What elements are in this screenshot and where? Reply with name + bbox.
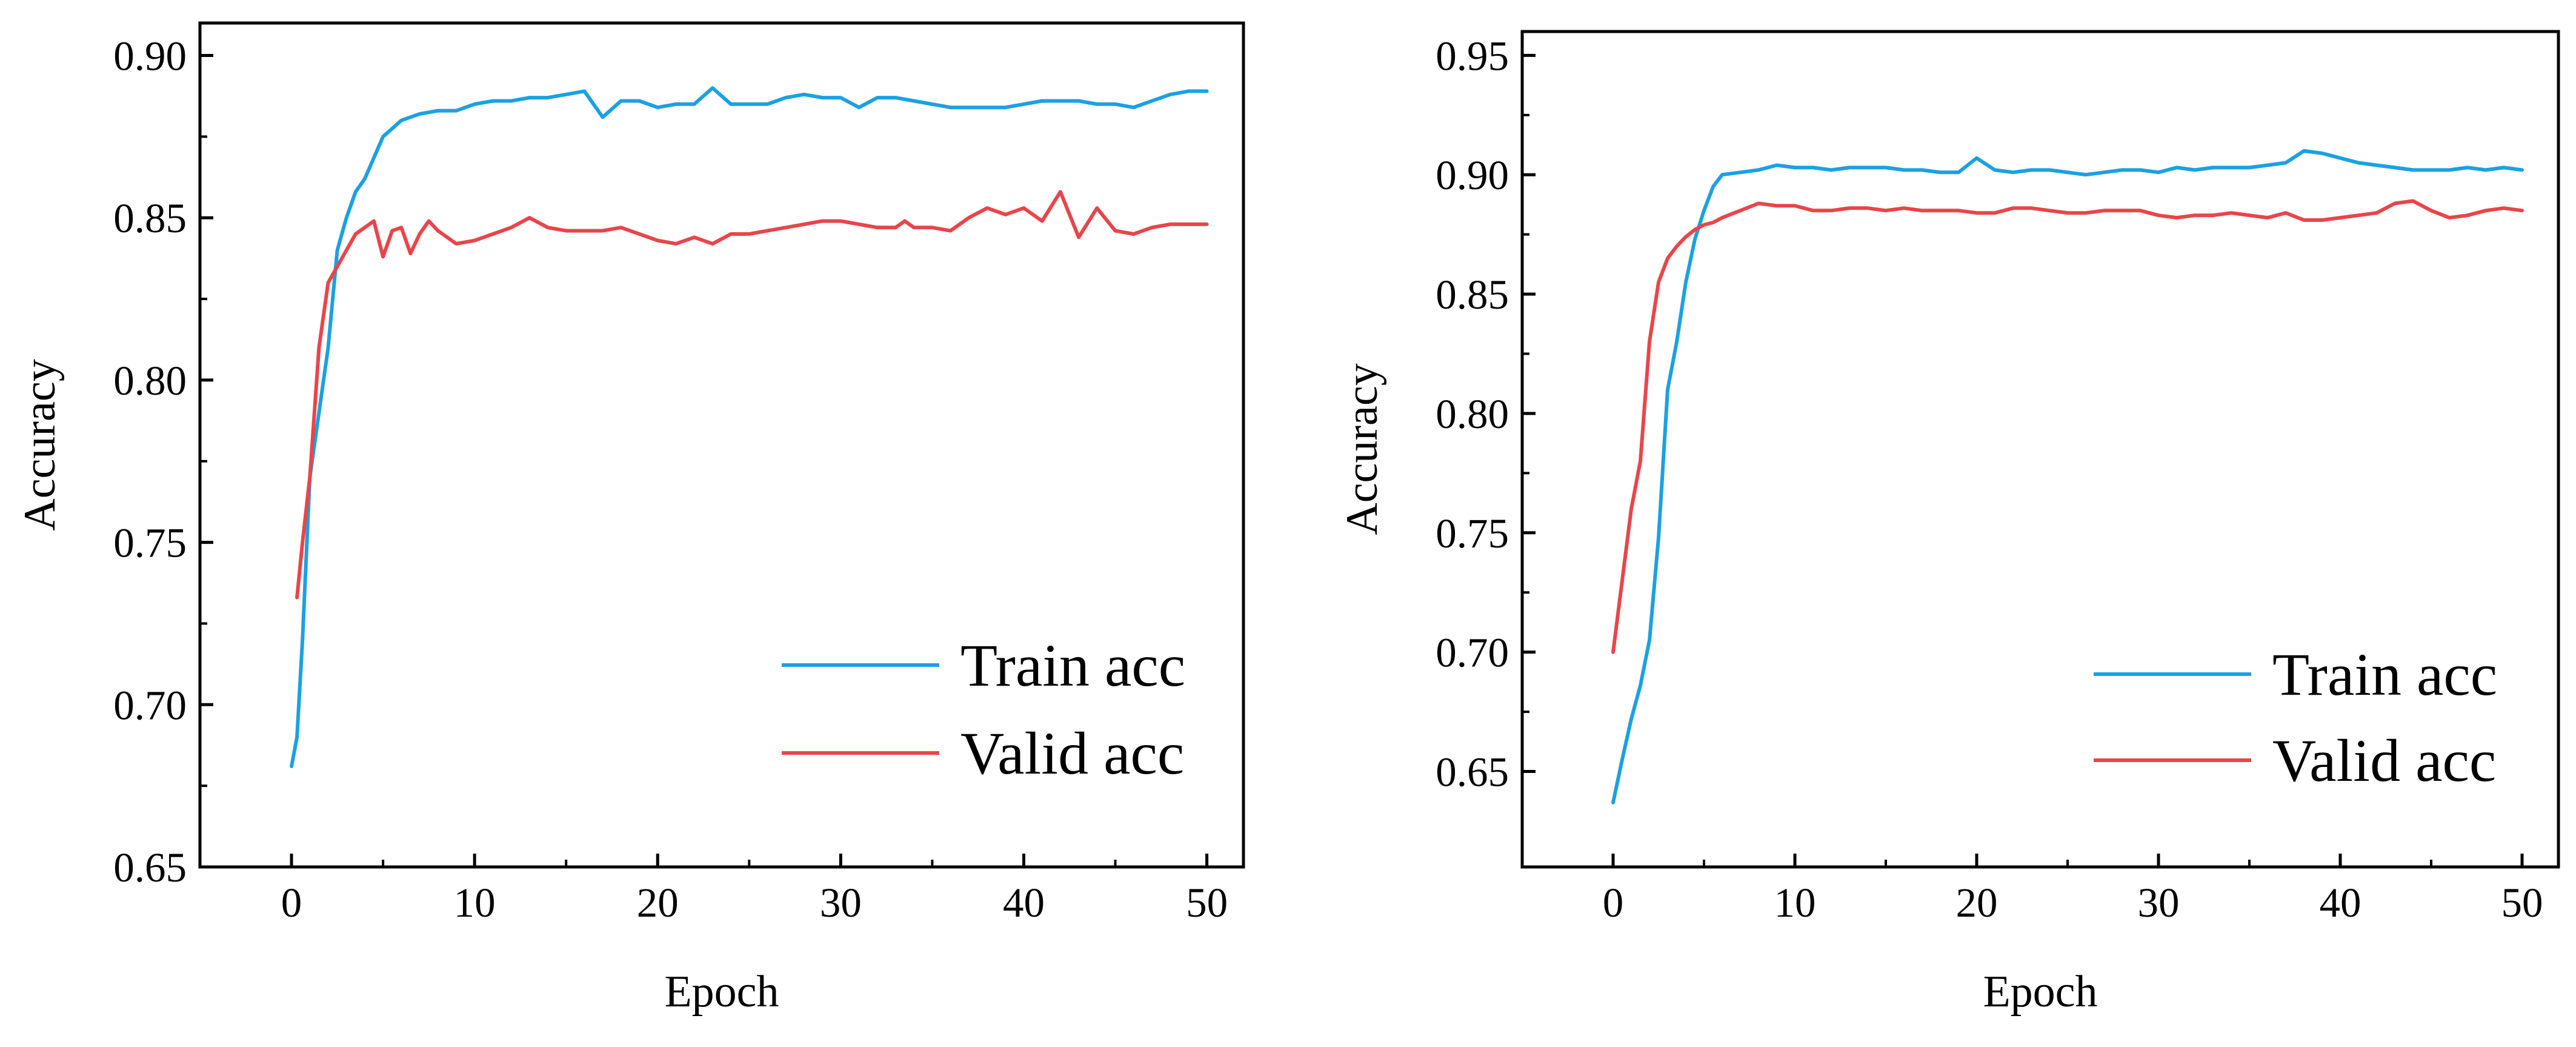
legend: Train acc Valid acc <box>782 632 1185 787</box>
y-tick-label: 0.95 <box>1436 33 1509 79</box>
x-tick-label: 0 <box>281 880 302 926</box>
series-line-valid-acc <box>295 190 1209 600</box>
y-tick-label: 0.65 <box>113 845 187 891</box>
chart-right: 0 10 20 30 40 50 0.65 0.70 0.75 0.80 0.85 0.90 0.95… <box>1337 30 2560 1017</box>
x-tick-label: 20 <box>637 880 679 926</box>
y-tick-label: 0.80 <box>1436 391 1509 437</box>
y-tick-label: 0.75 <box>113 520 187 566</box>
series-lines <box>290 86 1209 768</box>
y-tick-label: 0.90 <box>1436 152 1509 198</box>
legend: Train acc Valid acc <box>2094 641 2497 794</box>
y-tick-label: 0.90 <box>113 33 187 79</box>
x-axis-ticks: 0 10 20 30 40 50 <box>1603 854 2543 926</box>
y-tick-label: 0.65 <box>1436 749 1509 795</box>
x-tick-label: 30 <box>820 880 862 926</box>
x-tick-label: 50 <box>1186 880 1228 926</box>
x-tick-label: 40 <box>1003 880 1045 926</box>
plot-frame <box>1520 30 2560 869</box>
x-axis-label: Epoch <box>1983 967 2097 1017</box>
x-tick-label: 10 <box>454 880 496 926</box>
x-axis-label: Epoch <box>664 967 779 1017</box>
y-tick-label: 0.85 <box>113 195 187 241</box>
plot-frame <box>198 21 1245 869</box>
legend-label-valid-acc: Valid acc <box>960 720 1184 787</box>
x-tick-label: 30 <box>2138 880 2180 926</box>
y-axis-label: Accuracy <box>15 359 65 530</box>
x-tick-label: 50 <box>2501 880 2543 926</box>
series-line-train-acc <box>290 86 1209 768</box>
legend-label-train-acc: Train acc <box>2272 641 2497 708</box>
y-tick-label: 0.85 <box>1436 272 1509 318</box>
legend-label-valid-acc: Valid acc <box>2272 727 2496 794</box>
legend-label-train-acc: Train acc <box>960 632 1185 699</box>
y-tick-label: 0.80 <box>113 358 187 404</box>
y-tick-label: 0.70 <box>1436 630 1509 676</box>
series-line-valid-acc <box>1611 199 2524 654</box>
series-lines <box>1611 149 2524 804</box>
x-tick-label: 20 <box>1956 880 1998 926</box>
y-axis-label: Accuracy <box>1337 363 1387 535</box>
chart-left: 0 10 20 30 40 50 0.65 0.70 0.75 0.80 0.85 0.90 Epo… <box>15 21 1245 1017</box>
y-tick-label: 0.75 <box>1436 510 1509 557</box>
x-axis-ticks: 0 10 20 30 40 50 <box>281 854 1228 926</box>
y-tick-label: 0.70 <box>113 682 187 728</box>
x-tick-label: 40 <box>2320 880 2361 926</box>
y-axis-ticks: 0.65 0.70 0.75 0.80 0.85 0.90 0.95 <box>1436 33 1536 795</box>
y-axis-ticks: 0.65 0.70 0.75 0.80 0.85 0.90 <box>113 33 213 891</box>
x-tick-label: 10 <box>1774 880 1816 926</box>
x-tick-label: 0 <box>1603 880 1624 926</box>
